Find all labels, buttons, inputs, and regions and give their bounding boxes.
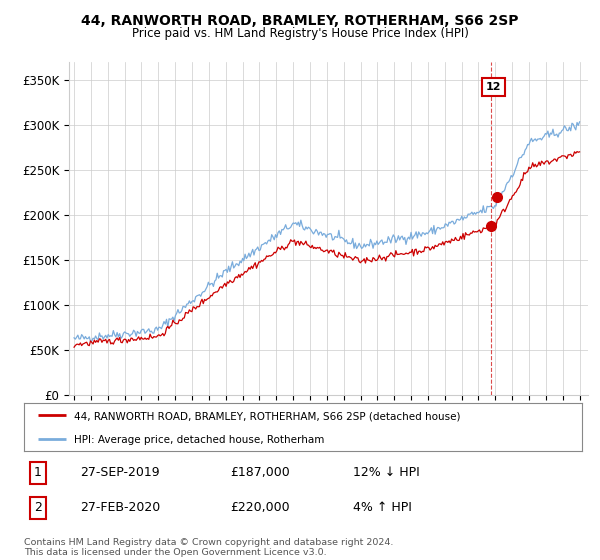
Text: 27-FEB-2020: 27-FEB-2020 <box>80 501 160 515</box>
Text: 4% ↑ HPI: 4% ↑ HPI <box>353 501 412 515</box>
Text: 12% ↓ HPI: 12% ↓ HPI <box>353 466 420 479</box>
Text: £187,000: £187,000 <box>230 466 290 479</box>
Text: 44, RANWORTH ROAD, BRAMLEY, ROTHERHAM, S66 2SP (detached house): 44, RANWORTH ROAD, BRAMLEY, ROTHERHAM, S… <box>74 412 461 422</box>
Text: Price paid vs. HM Land Registry's House Price Index (HPI): Price paid vs. HM Land Registry's House … <box>131 27 469 40</box>
Text: Contains HM Land Registry data © Crown copyright and database right 2024.
This d: Contains HM Land Registry data © Crown c… <box>24 538 394 557</box>
Text: 1: 1 <box>34 466 42 479</box>
Text: 44, RANWORTH ROAD, BRAMLEY, ROTHERHAM, S66 2SP: 44, RANWORTH ROAD, BRAMLEY, ROTHERHAM, S… <box>81 14 519 28</box>
Text: 12: 12 <box>485 82 501 92</box>
Text: 27-SEP-2019: 27-SEP-2019 <box>80 466 160 479</box>
Text: £220,000: £220,000 <box>230 501 290 515</box>
Text: 2: 2 <box>34 501 42 515</box>
Text: HPI: Average price, detached house, Rotherham: HPI: Average price, detached house, Roth… <box>74 435 325 445</box>
